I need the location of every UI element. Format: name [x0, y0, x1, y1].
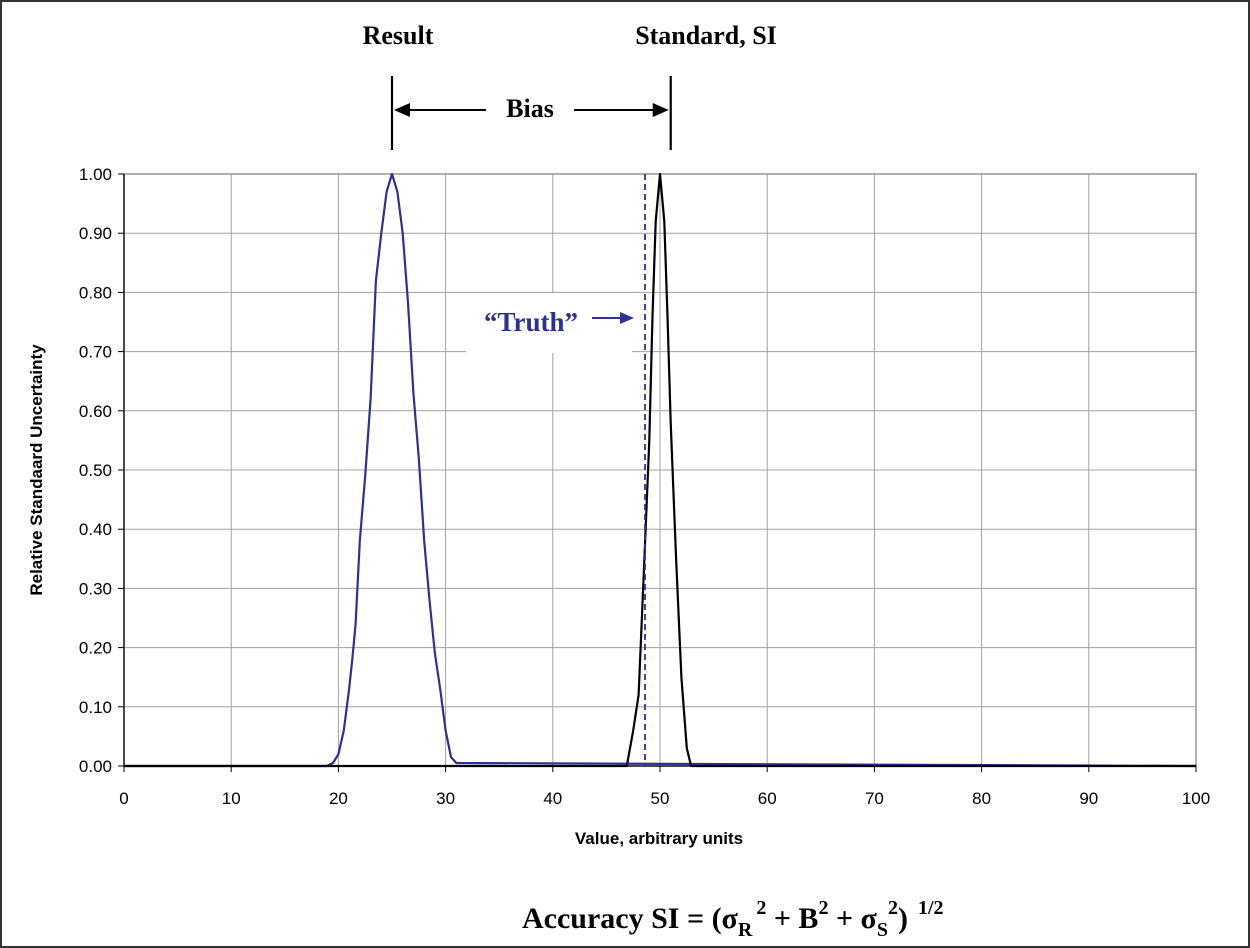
result-label: Result — [363, 21, 434, 50]
x-tick-label: 40 — [543, 789, 562, 808]
y-tick-label: 0.50 — [79, 461, 112, 480]
x-tick-label: 70 — [865, 789, 884, 808]
x-axis-label: Value, arbitrary units — [575, 829, 743, 848]
x-tick-label: 10 — [222, 789, 241, 808]
truth-group: “Truth” — [466, 174, 646, 766]
y-tick-labels: 0.00 0.10 0.20 0.30 0.40 0.50 0.60 0.70 0.80 0.90… — [79, 165, 112, 776]
result-distribution-line — [124, 172, 1197, 768]
y-tick-label: 0.60 — [79, 402, 112, 421]
bias-arrow-left-head — [394, 103, 410, 117]
series-group — [124, 172, 1197, 768]
bias-label: Bias — [506, 94, 554, 123]
y-tick-label: 0.10 — [79, 698, 112, 717]
y-tick-label: 0.80 — [79, 283, 112, 302]
x-tick-label: 20 — [329, 789, 348, 808]
x-tick-label: 80 — [972, 789, 991, 808]
accuracy-formula: Accuracy SI = (σR2 + B2 + σS2) 1/2 — [522, 897, 944, 941]
x-tick-label: 30 — [436, 789, 455, 808]
x-tick-label: 0 — [119, 789, 128, 808]
x-tick-label: 60 — [758, 789, 777, 808]
truth-label: “Truth” — [484, 307, 578, 337]
truth-arrow-head — [620, 312, 634, 324]
x-tick-label: 50 — [651, 789, 670, 808]
standard-distribution-line — [124, 172, 1196, 768]
y-tick-label: 0.00 — [79, 757, 112, 776]
bias-indicator — [390, 76, 672, 150]
y-tick-label: 0.30 — [79, 579, 112, 598]
bias-arrow-right-head — [652, 103, 669, 117]
y-axis-label: Relative Standaard Uncertainty — [27, 344, 46, 596]
y-tick-label: 1.00 — [79, 165, 112, 184]
standard-label: Standard, SI — [635, 21, 777, 50]
x-tick-label: 90 — [1079, 789, 1098, 808]
y-tick-label: 0.70 — [79, 343, 112, 362]
y-tick-label: 0.40 — [79, 520, 112, 539]
y-tick-label: 0.90 — [79, 224, 112, 243]
x-tick-labels: 0 10 20 30 40 50 60 70 80 90 100 — [119, 789, 1210, 808]
x-tick-label: 100 — [1182, 789, 1210, 808]
grid — [118, 173, 1197, 772]
truth-label-background — [466, 293, 632, 353]
y-tick-label: 0.20 — [79, 639, 112, 658]
